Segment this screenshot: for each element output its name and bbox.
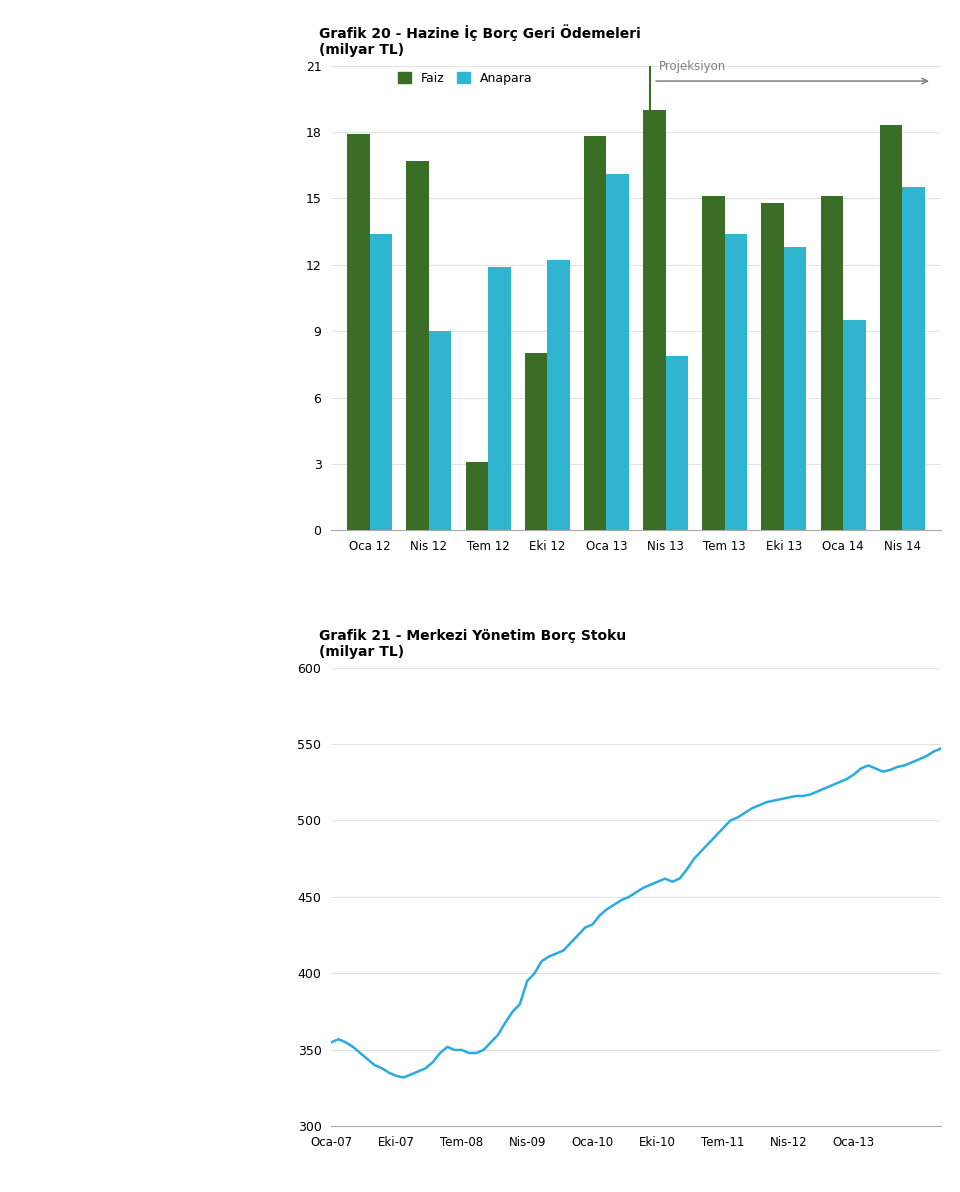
- Bar: [761, 203, 784, 530]
- Bar: [643, 110, 665, 530]
- Text: Grafik 21 - Merkezi Yönetim Borç Stoku
(milyar TL): Grafik 21 - Merkezi Yönetim Borç Stoku (…: [319, 629, 626, 659]
- Bar: [843, 321, 866, 530]
- Legend: Faiz, Anapara: Faiz, Anapara: [398, 72, 532, 85]
- Text: Projeksiyon: Projeksiyon: [660, 61, 727, 74]
- Bar: [348, 135, 370, 530]
- Bar: [547, 260, 569, 530]
- Bar: [488, 267, 511, 530]
- Bar: [429, 331, 451, 530]
- Bar: [725, 234, 747, 530]
- Text: Grafik 20 - Hazine İç Borç Geri Ödemeleri
(milyar TL): Grafik 20 - Hazine İç Borç Geri Ödemeler…: [319, 25, 640, 57]
- Bar: [466, 461, 488, 530]
- Bar: [821, 197, 843, 530]
- Bar: [879, 125, 902, 530]
- Bar: [584, 136, 607, 530]
- Bar: [525, 353, 547, 530]
- Bar: [665, 355, 688, 530]
- Bar: [370, 234, 392, 530]
- Bar: [607, 174, 629, 530]
- Bar: [406, 161, 429, 530]
- Bar: [703, 197, 725, 530]
- Bar: [902, 187, 924, 530]
- Bar: [784, 247, 806, 530]
